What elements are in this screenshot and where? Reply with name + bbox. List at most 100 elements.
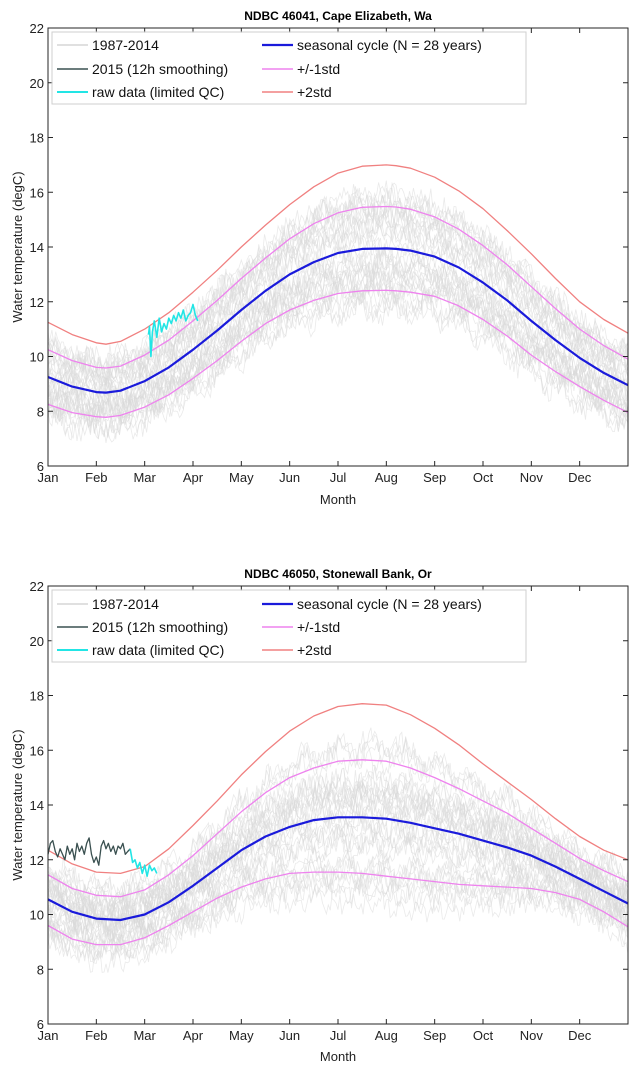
series-line-seasonal-cycle-n-28-years [47, 816, 629, 922]
series-line-seasonal-cycle-n-28-years [47, 247, 629, 394]
series-line-1std [47, 759, 629, 898]
x-tick-label: Oct [473, 470, 494, 485]
y-tick-label: 14 [30, 240, 44, 255]
historical-year-line [47, 211, 629, 401]
legend-label: +/-1std [297, 61, 340, 77]
historical-year-line [47, 262, 629, 425]
historical-year-line [47, 192, 629, 384]
x-tick-label: Oct [473, 1028, 494, 1043]
x-axis-label: Month [320, 1049, 356, 1064]
x-tick-label: Nov [520, 1028, 544, 1043]
y-tick-label: 8 [37, 404, 44, 419]
historical-year-line [47, 783, 629, 931]
historical-year-line [47, 741, 629, 911]
chart-title: NDBC 46050, Stonewall Bank, Or [244, 567, 432, 581]
historical-year-line [47, 220, 629, 400]
y-tick-label: 10 [30, 908, 44, 923]
x-tick-label: Feb [85, 470, 107, 485]
legend-label: raw data (limited QC) [92, 84, 224, 100]
legend-label: 2015 (12h smoothing) [92, 619, 228, 635]
legend-label: seasonal cycle (N = 28 years) [297, 596, 482, 612]
historical-year-line [47, 770, 629, 921]
legend-label: +2std [297, 84, 332, 100]
x-tick-label: Dec [568, 470, 592, 485]
chart-title: NDBC 46041, Cape Elizabeth, Wa [244, 9, 432, 23]
historical-year-line [47, 853, 629, 962]
series-line-raw-data-limited-qc [147, 303, 199, 358]
historical-year-line [47, 280, 629, 440]
series-line-1std [47, 289, 629, 418]
y-tick-label: 18 [30, 689, 44, 704]
chart-panel-0: NDBC 46041, Cape Elizabeth, Wa 6 8 10 12 14 1… [10, 9, 629, 507]
chart-legend: 1987-2014 2015 (12h smoothing) raw data … [51, 31, 527, 105]
x-tick-label: Jan [38, 470, 59, 485]
historical-year-line [47, 249, 629, 422]
y-axis-label: Water temperature (degC) [10, 729, 25, 880]
historical-year-line [47, 868, 629, 968]
x-tick-label: Feb [85, 1028, 107, 1043]
x-tick-label: Dec [568, 1028, 592, 1043]
x-tick-label: Jan [38, 1028, 59, 1043]
historical-year-line [47, 207, 629, 395]
x-tick-label: Jun [279, 1028, 300, 1043]
y-tick-label: 20 [30, 634, 44, 649]
historical-year-line [47, 821, 629, 943]
x-tick-label: May [229, 1028, 254, 1043]
series-line-2std [47, 164, 629, 345]
x-tick-label: Nov [520, 470, 544, 485]
y-tick-label: 6 [37, 459, 44, 474]
y-tick-label: 8 [37, 962, 44, 977]
historical-year-line [47, 245, 629, 417]
x-tick-label: Sep [423, 470, 446, 485]
y-tick-label: 6 [37, 1017, 44, 1032]
historical-data-band [47, 180, 629, 443]
y-tick-label: 22 [30, 21, 44, 36]
historical-data-band [47, 727, 629, 973]
legend-label: raw data (limited QC) [92, 642, 224, 658]
series-line-2015-12h-smoothing [47, 837, 131, 866]
x-tick-label: May [229, 470, 254, 485]
legend-label: +2std [297, 642, 332, 658]
legend-label: 1987-2014 [92, 596, 159, 612]
historical-year-line [47, 727, 629, 908]
historical-year-line [47, 181, 629, 386]
y-axis-label: Water temperature (degC) [10, 171, 25, 322]
x-tick-label: Jul [330, 470, 347, 485]
legend-label: 2015 (12h smoothing) [92, 61, 228, 77]
x-axis-label: Month [320, 492, 356, 507]
y-tick-label: 20 [30, 76, 44, 91]
legend-label: +/-1std [297, 619, 340, 635]
series-line-1std [47, 871, 629, 946]
y-tick-label: 16 [30, 743, 44, 758]
chart-panel-1: NDBC 46050, Stonewall Bank, Or 6 8 10 12 14 1… [10, 567, 629, 1064]
x-tick-label: Mar [133, 1028, 156, 1043]
series-line-1std [47, 205, 629, 369]
historical-year-line [47, 243, 629, 421]
y-tick-label: 16 [30, 185, 44, 200]
historical-year-line [47, 873, 629, 973]
x-tick-label: Sep [423, 1028, 446, 1043]
x-tick-label: Apr [183, 1028, 204, 1043]
historical-year-line [47, 257, 629, 422]
x-tick-label: Apr [183, 470, 204, 485]
x-tick-label: Jul [330, 1028, 347, 1043]
y-tick-label: 10 [30, 350, 44, 365]
x-tick-label: Aug [375, 1028, 398, 1043]
y-tick-label: 18 [30, 131, 44, 146]
y-tick-label: 22 [30, 579, 44, 594]
x-tick-label: Aug [375, 470, 398, 485]
x-tick-label: Jun [279, 470, 300, 485]
x-tick-label: Mar [133, 470, 156, 485]
historical-year-line [47, 194, 629, 388]
series-line-raw-data-limited-qc [129, 848, 158, 878]
historical-year-line [47, 865, 629, 964]
historical-year-line [47, 288, 629, 441]
historical-year-line [47, 768, 629, 924]
y-tick-label: 12 [30, 295, 44, 310]
y-tick-label: 14 [30, 798, 44, 813]
historical-year-line [47, 259, 629, 429]
historical-year-line [47, 285, 629, 440]
legend-label: seasonal cycle (N = 28 years) [297, 37, 482, 53]
legend-label: 1987-2014 [92, 37, 159, 53]
